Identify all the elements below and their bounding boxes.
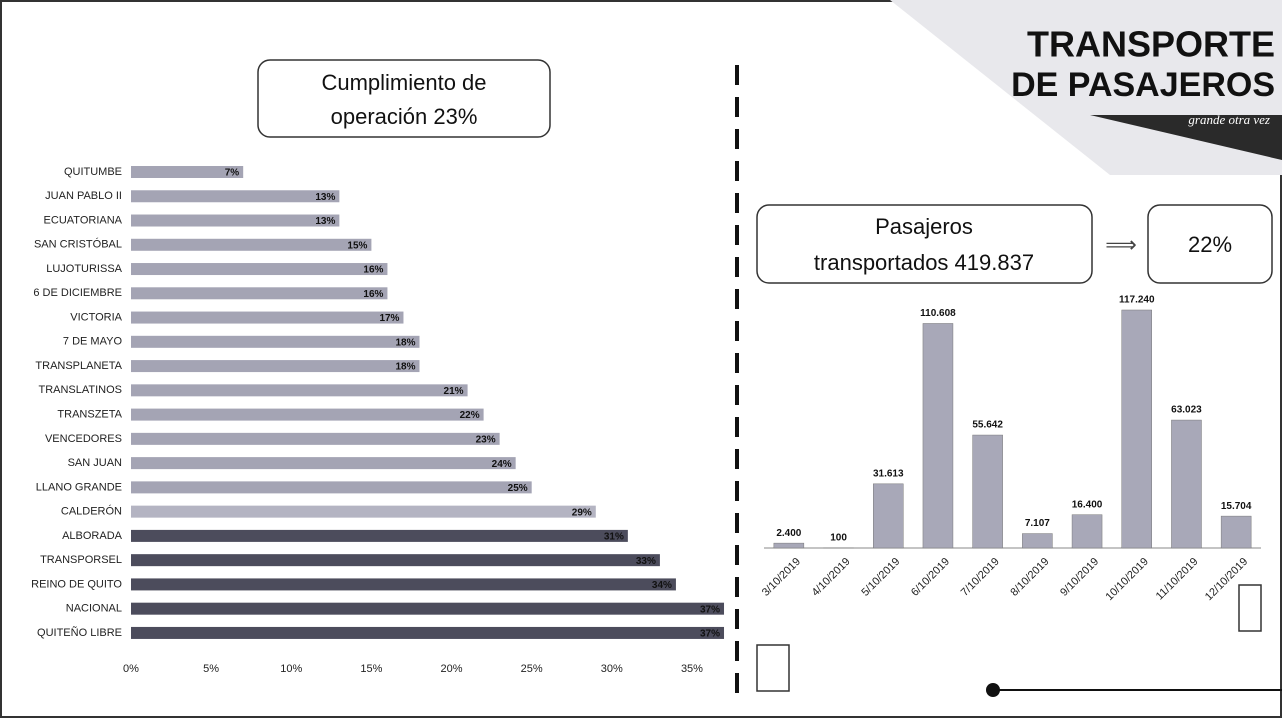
value-label: 18% [395, 337, 415, 348]
value-label: 16% [363, 289, 383, 300]
bar [131, 627, 724, 639]
bar [131, 384, 468, 396]
category-label: LLANO GRANDE [36, 481, 122, 493]
bar [873, 484, 903, 548]
value-label: 31.613 [873, 468, 904, 479]
category-label: REINO DE QUITO [31, 578, 122, 590]
bar [131, 554, 660, 566]
category-label: JUAN PABLO II [45, 190, 122, 202]
title-line1: Cumplimiento de [321, 70, 486, 95]
value-label: 13% [315, 216, 335, 227]
bar [1072, 515, 1102, 548]
value-label: 13% [315, 192, 335, 203]
bar [774, 543, 804, 548]
category-label: QUITEÑO LIBRE [37, 626, 122, 639]
value-label: 31% [604, 532, 624, 543]
passengers-line1: Pasajeros [875, 214, 973, 239]
category-label: ECUATORIANA [44, 214, 123, 226]
value-label: 21% [444, 386, 464, 397]
category-label: ALBORADA [62, 530, 123, 542]
bar [131, 457, 516, 469]
bar [1122, 310, 1152, 548]
bar [1171, 420, 1201, 548]
value-label: 29% [572, 507, 592, 518]
category-label: LUJOTURISSA [46, 263, 122, 275]
value-label: 7% [225, 168, 240, 179]
bar [131, 530, 628, 542]
value-label: 55.642 [972, 420, 1003, 431]
logo-line1: TRANSPORTE [1027, 24, 1275, 65]
logo-tagline: grande otra vez [1188, 112, 1270, 127]
bar [1221, 516, 1251, 548]
value-label: 7.107 [1025, 518, 1050, 529]
value-label: 16.400 [1072, 499, 1103, 510]
value-label: 110.608 [920, 308, 956, 319]
value-label: 25% [508, 483, 528, 494]
x-tick-label: 15% [360, 663, 382, 675]
bar [131, 578, 676, 590]
bar [131, 506, 596, 518]
category-label: NACIONAL [66, 603, 122, 615]
value-label: 17% [379, 313, 399, 324]
bar [923, 323, 953, 548]
value-label: 63.023 [1171, 405, 1202, 416]
bar [131, 360, 419, 372]
percent-value: 22% [1188, 232, 1232, 257]
bar [1022, 534, 1052, 548]
value-label: 34% [652, 580, 672, 591]
value-label: 23% [476, 435, 496, 446]
category-label: SAN CRISTÓBAL [34, 238, 122, 251]
category-label: TRANSPLANETA [35, 360, 122, 372]
value-label: 33% [636, 556, 656, 567]
title-line2: operación 23% [331, 104, 478, 129]
timeline-dot [986, 683, 1000, 697]
category-label: QUITUMBE [64, 166, 122, 178]
value-label: 22% [460, 410, 480, 421]
x-tick-label: 30% [601, 663, 623, 675]
value-label: 2.400 [776, 528, 801, 539]
category-label: VENCEDORES [45, 433, 122, 445]
value-label: 18% [395, 362, 415, 373]
x-tick-label: 10% [280, 663, 302, 675]
bar [131, 433, 500, 445]
category-label: TRANSPORSEL [40, 554, 122, 566]
bar [131, 603, 724, 615]
arrow: ⟹ [1105, 232, 1137, 257]
bar [131, 263, 387, 275]
logo-line2: DE PASAJEROS [1011, 66, 1275, 104]
category-label: TRANSLATINOS [38, 384, 122, 396]
bar [131, 481, 532, 493]
x-tick-label: 35% [681, 663, 703, 675]
x-tick-label: 20% [441, 663, 463, 675]
passengers-line2: transportados 419.837 [814, 250, 1034, 275]
bar [131, 312, 403, 324]
bar [131, 190, 339, 202]
bar [973, 435, 1003, 548]
category-label: VICTORIA [70, 311, 122, 323]
category-label: TRANSZETA [57, 409, 122, 421]
bar [131, 287, 387, 299]
value-label: 37% [700, 604, 720, 615]
bar [131, 409, 484, 421]
category-label: SAN JUAN [68, 457, 122, 469]
value-label: 16% [363, 265, 383, 276]
category-label: 7 DE MAYO [63, 336, 123, 348]
category-label: CALDERÓN [61, 505, 122, 518]
bar [131, 336, 419, 348]
value-label: 15.704 [1221, 501, 1252, 512]
x-tick-label: 25% [521, 663, 543, 675]
bar [131, 215, 339, 227]
value-label: 117.240 [1119, 295, 1155, 306]
x-tick-label: 5% [203, 663, 219, 675]
value-label: 37% [700, 629, 720, 640]
value-label: 15% [347, 240, 367, 251]
x-tick-label: 0% [123, 663, 139, 675]
bar [131, 239, 371, 251]
value-label: 100 [830, 532, 847, 543]
value-label: 24% [492, 459, 512, 470]
category-label: 6 DE DICIEMBRE [33, 287, 122, 299]
